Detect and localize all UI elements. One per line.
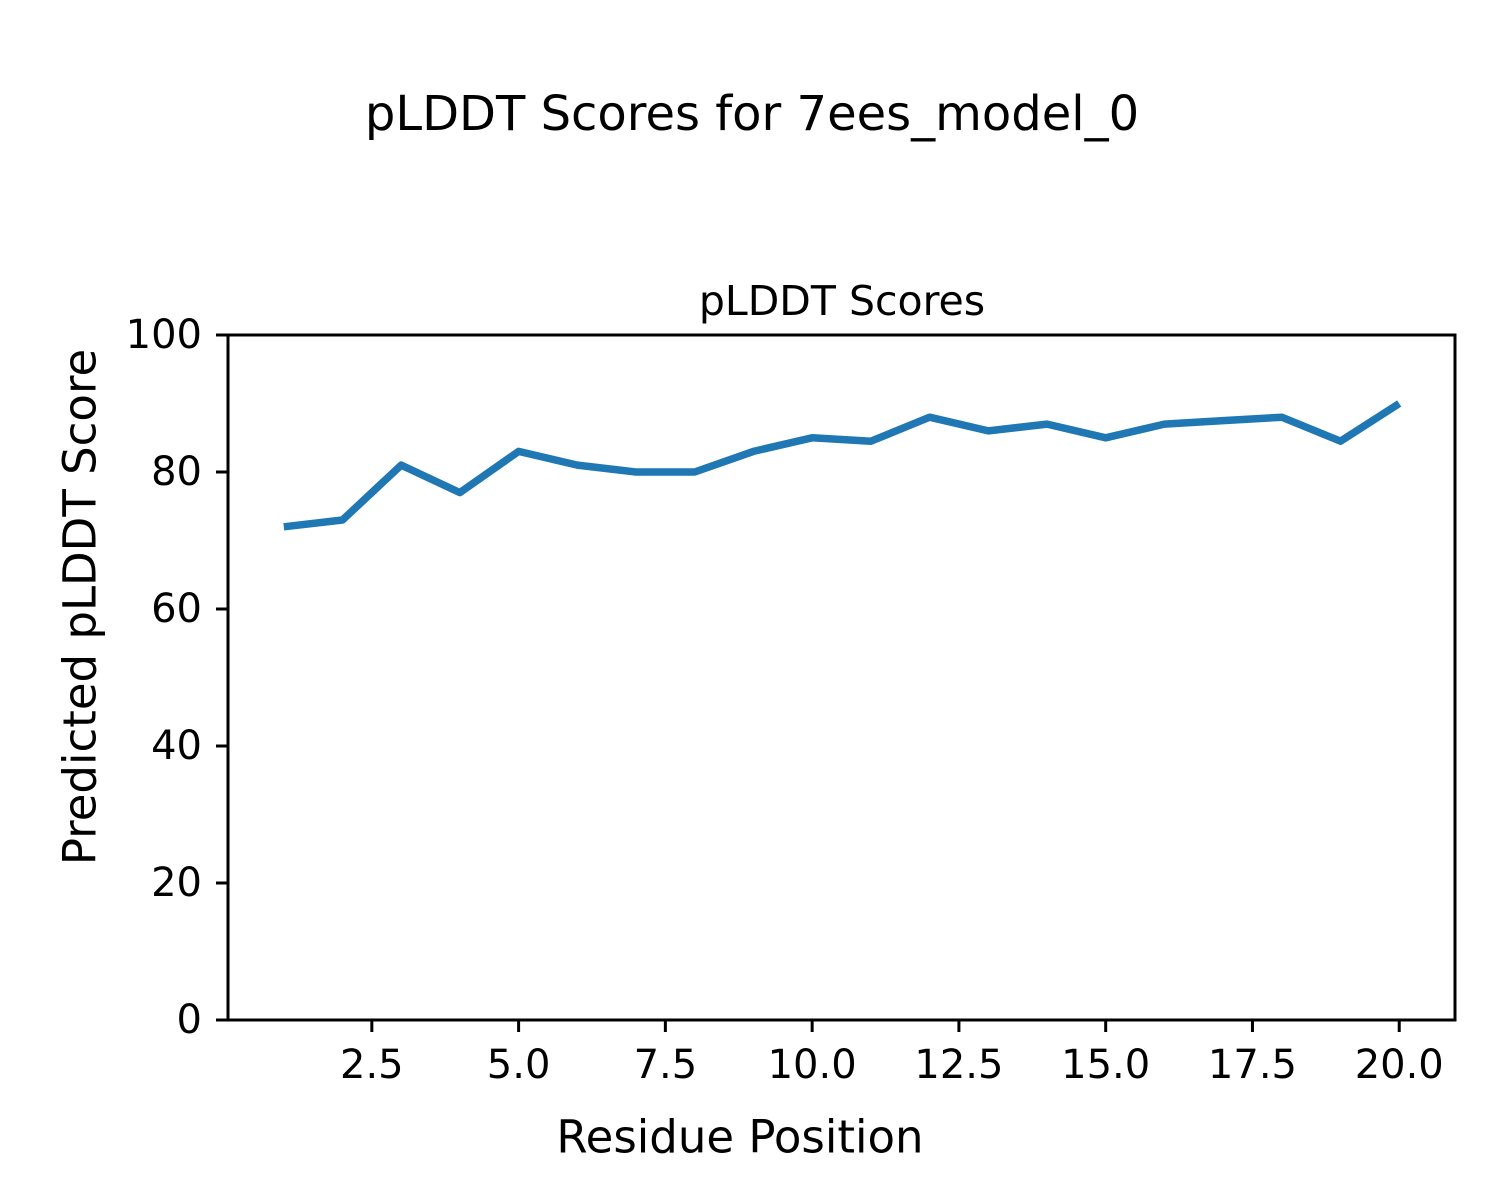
- x-tick-label: 10.0: [767, 1042, 857, 1088]
- x-tick-label: 15.0: [1061, 1042, 1151, 1088]
- axes-frame: [226, 333, 1457, 1022]
- axis-tick-marks: [216, 333, 1401, 1032]
- y-tick-label: 0: [176, 997, 202, 1043]
- x-tick-label: 17.5: [1207, 1042, 1297, 1088]
- plddt-line-series: [283, 400, 1402, 531]
- x-tick-label: 20.0: [1354, 1042, 1444, 1088]
- y-tick-label: 100: [125, 312, 202, 358]
- x-tick-label: 2.5: [340, 1042, 404, 1088]
- x-axis-label: Residue Position: [556, 1110, 924, 1164]
- y-tick-label: 60: [151, 586, 202, 632]
- y-axis-label: Predicted pLDDT Score: [53, 348, 107, 866]
- figure-suptitle: pLDDT Scores for 7ees_model_0: [364, 86, 1140, 142]
- x-tick-label: 5.0: [486, 1042, 551, 1088]
- y-tick-label: 40: [151, 723, 202, 769]
- x-tick-label: 7.5: [633, 1042, 698, 1088]
- axes-title: pLDDT Scores: [698, 277, 986, 325]
- y-tick-label: 80: [151, 449, 202, 495]
- y-tick-label: 20: [151, 860, 202, 906]
- x-tick-label: 12.5: [914, 1042, 1004, 1088]
